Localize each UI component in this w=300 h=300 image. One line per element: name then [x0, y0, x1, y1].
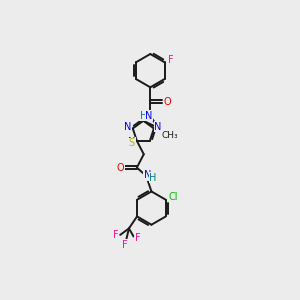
- Text: N: N: [124, 122, 131, 132]
- Text: N: N: [144, 170, 151, 180]
- Text: F: F: [113, 230, 119, 240]
- Text: CH₃: CH₃: [162, 131, 178, 140]
- Text: O: O: [163, 97, 171, 106]
- Text: N: N: [128, 137, 135, 147]
- Text: F: F: [135, 233, 140, 243]
- Text: S: S: [128, 138, 134, 148]
- Text: O: O: [163, 97, 171, 106]
- Text: N: N: [124, 122, 131, 132]
- Text: CH₃: CH₃: [162, 131, 178, 140]
- Text: N: N: [144, 170, 151, 180]
- Text: H: H: [149, 172, 157, 183]
- Text: O: O: [116, 163, 124, 172]
- Text: H: H: [140, 111, 147, 121]
- Text: N: N: [145, 111, 153, 121]
- Text: F: F: [113, 230, 119, 240]
- Text: N: N: [128, 137, 135, 147]
- Text: H: H: [140, 111, 147, 121]
- Text: S: S: [128, 138, 134, 148]
- Text: F: F: [168, 56, 174, 65]
- Text: Cl: Cl: [168, 192, 178, 202]
- Text: O: O: [116, 163, 124, 172]
- Text: F: F: [135, 233, 140, 243]
- Text: N: N: [154, 122, 162, 132]
- Text: H: H: [149, 172, 157, 183]
- Text: F: F: [122, 240, 128, 250]
- Text: N: N: [145, 111, 153, 121]
- Text: F: F: [122, 240, 128, 250]
- Text: N: N: [154, 122, 162, 132]
- Text: F: F: [168, 56, 174, 65]
- Text: Cl: Cl: [168, 192, 178, 202]
